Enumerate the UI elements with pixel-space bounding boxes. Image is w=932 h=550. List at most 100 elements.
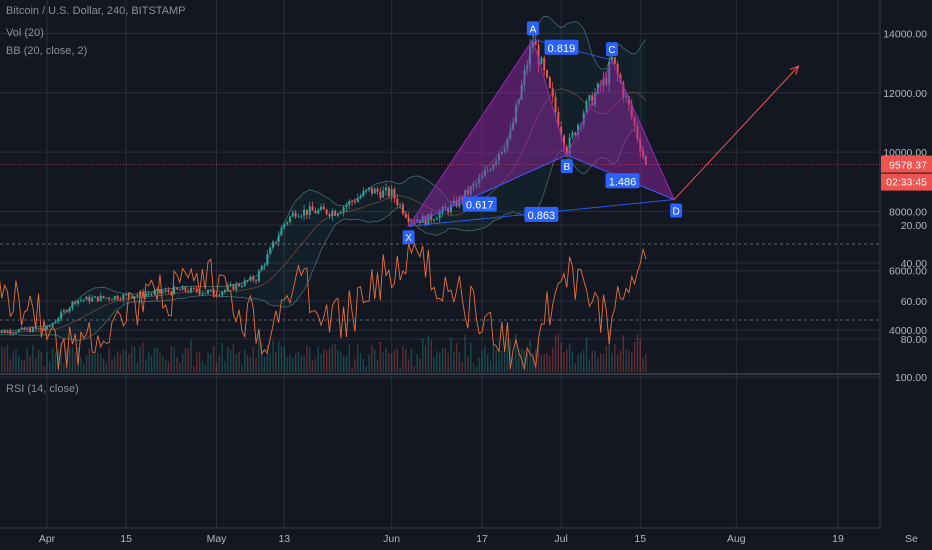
candle-body xyxy=(303,209,306,216)
pattern-point-x-marker[interactable] xyxy=(402,230,415,245)
ratio-badge-bg[interactable] xyxy=(544,39,579,55)
candle-body xyxy=(509,129,512,139)
candle-body xyxy=(74,301,77,304)
candle-body xyxy=(164,290,167,292)
volume-bar xyxy=(46,352,48,372)
rsi-tick-label: 100.00 xyxy=(895,372,927,384)
volume-bar xyxy=(125,349,127,372)
candle-body xyxy=(105,297,108,299)
candle-body xyxy=(407,217,410,223)
volume-bar xyxy=(190,339,192,372)
candle-body xyxy=(577,124,580,136)
volume-bar xyxy=(532,352,534,372)
volume-bar xyxy=(549,355,551,372)
candle-body xyxy=(192,287,195,289)
candle-body xyxy=(187,290,190,293)
candle-body xyxy=(385,187,387,191)
candle-body xyxy=(644,156,647,164)
volume-bar xyxy=(588,358,591,372)
volume-bar xyxy=(77,347,79,372)
volume-bar xyxy=(515,333,517,372)
candle-body xyxy=(322,206,325,210)
candle-body xyxy=(365,189,368,191)
candle-body xyxy=(175,287,178,290)
volume-bar xyxy=(227,347,229,372)
candle-body xyxy=(9,330,12,334)
volume-bar xyxy=(255,357,257,372)
price-scale-bg[interactable] xyxy=(880,0,932,550)
candle-body xyxy=(288,216,291,223)
volume-bar xyxy=(179,362,181,372)
candle-body xyxy=(568,137,571,155)
volume-bar xyxy=(583,349,585,372)
volume-bar xyxy=(574,362,576,372)
volume-bar xyxy=(142,342,144,372)
pattern-point-a-marker[interactable] xyxy=(526,21,539,36)
ratio-badge-bg[interactable] xyxy=(524,206,559,222)
pattern-point-b-marker[interactable] xyxy=(560,159,573,174)
candle-body xyxy=(334,211,337,216)
candle-body xyxy=(379,191,382,198)
pattern-point-c-marker[interactable] xyxy=(606,42,618,57)
candle-body xyxy=(466,189,469,195)
candle-body xyxy=(96,296,99,302)
volume-bar xyxy=(80,357,82,372)
volume-bar xyxy=(60,342,62,372)
candle-body xyxy=(235,283,238,290)
volume-bar xyxy=(616,354,619,372)
rsi-tick-label: 20.00 xyxy=(901,220,927,232)
volume-bar xyxy=(328,347,331,372)
volume-bar xyxy=(196,352,198,372)
volume-bar xyxy=(105,362,108,372)
volume-bar xyxy=(139,346,141,372)
projection-arrow[interactable] xyxy=(673,65,799,200)
candle-body xyxy=(252,276,255,281)
volume-bar xyxy=(416,354,418,372)
candle-body xyxy=(356,198,359,202)
candle-body xyxy=(294,212,297,217)
volume-bar xyxy=(325,349,328,372)
candle-body xyxy=(526,65,529,71)
volume-bar xyxy=(184,348,187,372)
volume-bar xyxy=(450,337,452,372)
candle-body xyxy=(272,241,274,248)
current-price-badge[interactable] xyxy=(881,155,932,173)
ratio-badge-bg[interactable] xyxy=(462,196,497,212)
pattern-point-d-marker[interactable] xyxy=(670,203,683,218)
candle-body xyxy=(478,178,481,184)
time-tick-label: Apr xyxy=(39,533,56,545)
volume-bar xyxy=(453,351,455,372)
volume-bar xyxy=(388,352,390,372)
candle-body xyxy=(283,223,286,228)
rsi-indicator-label[interactable]: RSI (14, close) xyxy=(6,383,79,395)
volume-bar xyxy=(390,352,393,372)
volume-bar xyxy=(136,362,139,372)
volume-indicator-label[interactable]: Vol (20) xyxy=(6,27,44,39)
candle-body xyxy=(639,138,642,151)
candle-body xyxy=(486,170,489,172)
countdown-badge[interactable] xyxy=(881,173,932,191)
bollinger-indicator-label[interactable]: BB (20, close, 2) xyxy=(6,45,88,57)
volume-bar xyxy=(594,350,596,372)
volume-bar xyxy=(345,355,348,372)
time-axis-bg[interactable] xyxy=(0,528,932,550)
candle-body xyxy=(475,183,478,185)
candle-body xyxy=(269,247,272,255)
volume-bar xyxy=(18,355,20,372)
volume-bar xyxy=(342,355,345,372)
volume-bar xyxy=(376,360,379,372)
candle-body xyxy=(130,296,133,299)
ratio-badge-bg[interactable] xyxy=(605,173,640,189)
symbol-title[interactable]: Bitcoin / U.S. Dollar, 240, BITSTAMP xyxy=(6,5,186,17)
candle-body xyxy=(387,187,390,197)
volume-bar xyxy=(311,360,314,372)
volume-bar xyxy=(407,359,410,372)
volume-bar xyxy=(498,354,500,372)
volume-bar xyxy=(602,354,605,372)
candle-body xyxy=(20,327,23,330)
volume-bar xyxy=(241,365,243,372)
volume-bar xyxy=(535,348,537,372)
volume-bar xyxy=(275,351,277,372)
